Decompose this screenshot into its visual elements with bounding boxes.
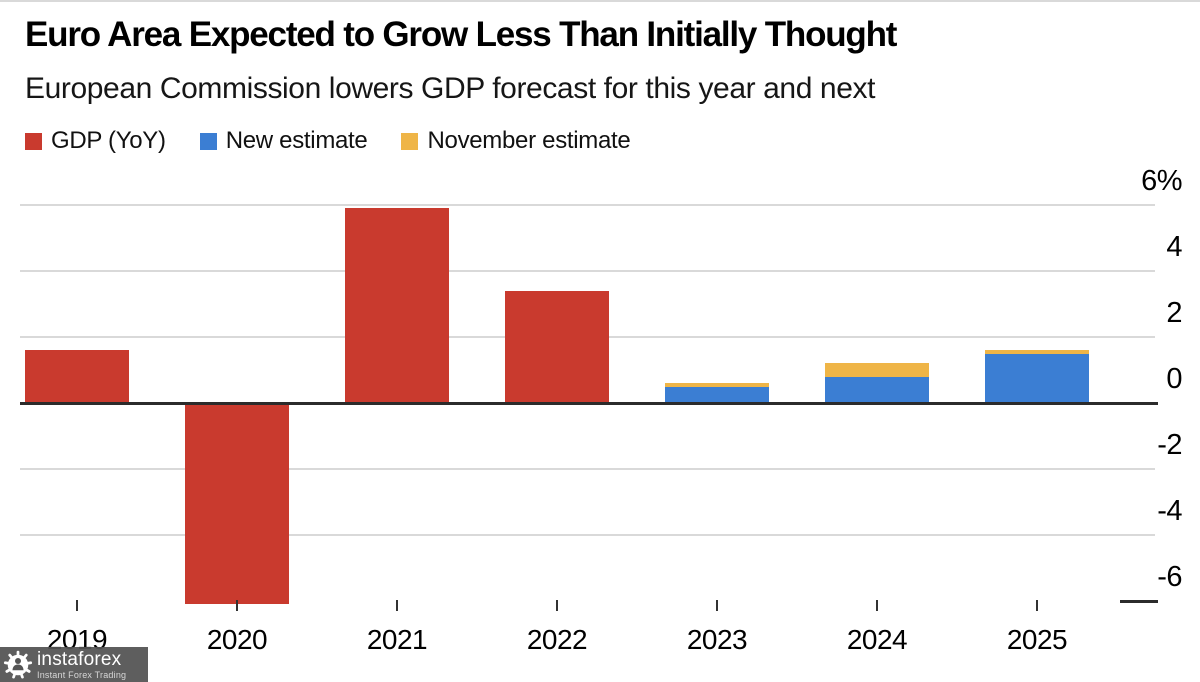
legend-item-gdp: GDP (YoY) (25, 127, 166, 155)
zero-axis-line (20, 402, 1158, 405)
y-axis-label--4: -4 (1157, 495, 1182, 527)
x-tick-2019 (76, 600, 78, 611)
bar-2024-new-estimate (825, 376, 929, 403)
x-tick-2024 (876, 600, 878, 611)
legend-label: New estimate (225, 127, 368, 154)
legend-label: GDP (YoY) (51, 127, 166, 154)
y-axis-label--6: -6 (1157, 561, 1182, 593)
legend-item-november-estimate: November estimate (401, 127, 631, 155)
y-axis-label-6: 6% (1141, 165, 1182, 197)
x-tick-2022 (556, 600, 558, 611)
new-estimate-swatch-icon (199, 132, 217, 150)
y-axis-label-4: 4 (1166, 231, 1182, 263)
gridline--2 (20, 468, 1155, 470)
bar-2020-gdp-yoy- (185, 403, 289, 605)
x-axis-label-2022: 2022 (526, 624, 588, 655)
x-axis-label-2023: 2023 (686, 624, 748, 655)
gridline-6 (20, 204, 1155, 206)
legend-label: November estimate (427, 127, 631, 154)
chart-title: Euro Area Expected to Grow Less Than Ini… (25, 15, 897, 54)
gdp-swatch-icon (25, 132, 42, 150)
y-axis-label-2: 2 (1166, 297, 1182, 329)
watermark-brand: instaforex (37, 648, 122, 670)
x-tick-2023 (716, 600, 718, 611)
chart-legend: GDP (YoY) New estimate November estimate (25, 127, 631, 155)
legend-item-new-estimate: New estimate (199, 127, 368, 155)
y-axis-label--2: -2 (1157, 429, 1182, 461)
x-tick-2020 (236, 600, 238, 611)
x-axis-label-2024: 2024 (846, 624, 908, 655)
x-tick-2025 (1036, 600, 1038, 611)
bottom-axis-dash (1120, 600, 1158, 603)
bar-2021-gdp-yoy- (345, 208, 449, 403)
bar-2022-gdp-yoy- (505, 290, 609, 403)
gridline-4 (20, 270, 1155, 272)
x-axis-label-2020: 2020 (206, 624, 268, 655)
bar-2019-gdp-yoy- (25, 350, 129, 403)
instaforex-watermark: instaforex Instant Forex Trading (0, 647, 148, 682)
november-estimate-swatch-icon (401, 132, 419, 150)
watermark-tagline: Instant Forex Trading (37, 669, 127, 680)
instaforex-gear-logo-icon (3, 650, 33, 679)
chart-subtitle: European Commission lowers GDP forecast … (25, 72, 876, 105)
x-tick-2021 (396, 600, 398, 611)
x-axis-label-2025: 2025 (1006, 624, 1068, 655)
y-axis-label-0: 0 (1166, 363, 1182, 395)
gridline--4 (20, 534, 1155, 536)
bar-2023-new-estimate (665, 386, 769, 403)
bar-2025-new-estimate (985, 353, 1089, 403)
x-axis-label-2021: 2021 (366, 624, 428, 655)
